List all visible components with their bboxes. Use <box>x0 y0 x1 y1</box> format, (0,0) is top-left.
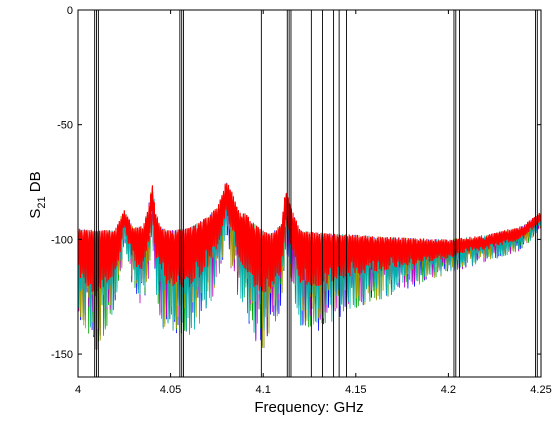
x-axis-label: Frequency: GHz <box>254 399 363 416</box>
y-tick-label: 0 <box>67 5 73 17</box>
x-tick-label: 4 <box>75 384 81 396</box>
x-tick-label: 4.05 <box>160 384 181 396</box>
y-tick-label: -50 <box>57 120 73 132</box>
x-tick-label: 4.1 <box>256 384 271 396</box>
y-axis-label: S21 DB <box>27 171 48 218</box>
y-axis-label-subscript: 21 <box>36 196 48 208</box>
y-axis-label-main: S <box>27 209 44 219</box>
vertical-marker-group <box>94 10 538 377</box>
plot-frame <box>77 9 542 378</box>
y-tick-label: -100 <box>51 234 73 246</box>
y-axis-ticks: 0 -50 -100 -150 <box>51 5 541 361</box>
x-tick-label: 4.25 <box>530 384 551 396</box>
x-tick-label: 4.2 <box>441 384 456 396</box>
x-tick-label: 4.15 <box>345 384 366 396</box>
x-axis-ticks: 4 4.05 4.1 4.15 4.2 4.25 <box>75 10 552 396</box>
trace-group <box>77 182 542 350</box>
series-trace <box>77 183 542 292</box>
y-axis-label-unit: DB <box>27 171 44 196</box>
y-tick-label: -150 <box>51 349 73 361</box>
